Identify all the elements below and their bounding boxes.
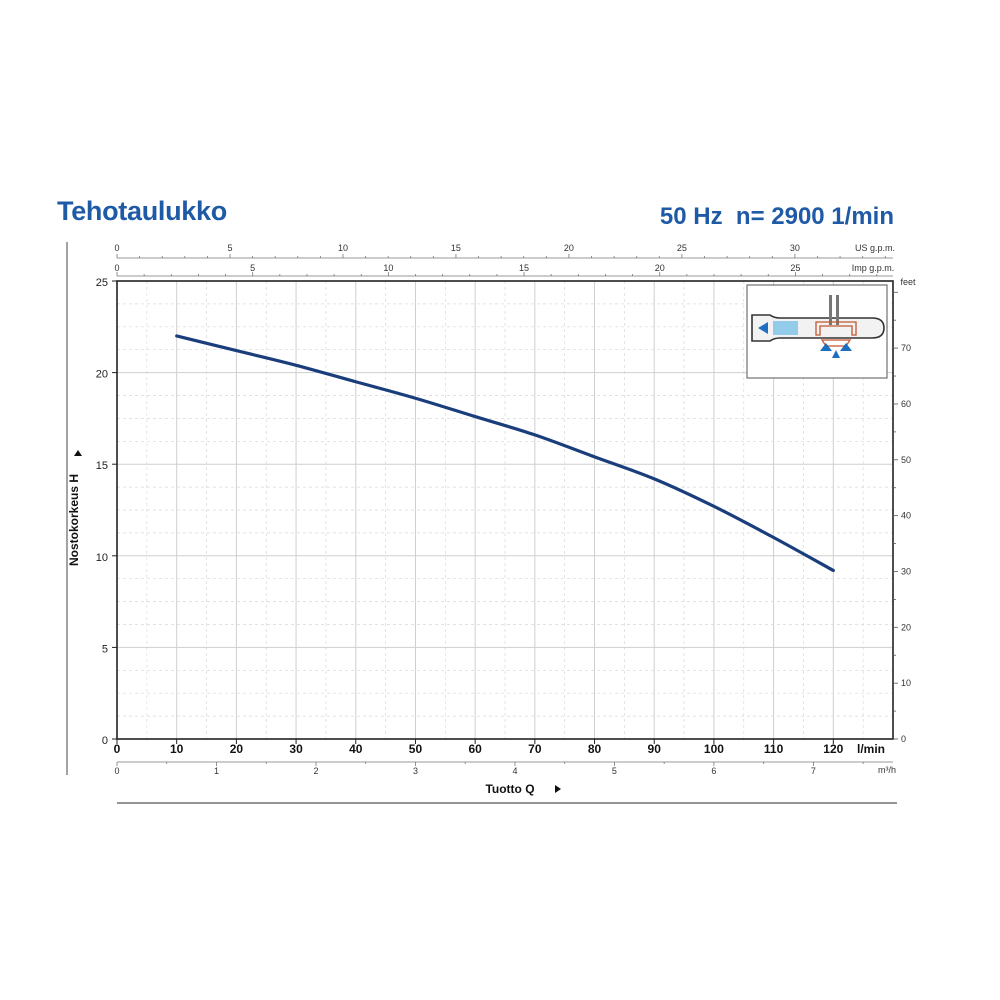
x-tick-label: 110 bbox=[764, 742, 784, 756]
feet-tick-label: 40 bbox=[901, 511, 911, 521]
m3h-tick-label: 2 bbox=[313, 766, 318, 776]
feet-tick-label: 10 bbox=[901, 678, 911, 688]
series-line-0 bbox=[175, 334, 835, 573]
x-tick-label: 90 bbox=[648, 742, 662, 756]
m3h-tick-label: 6 bbox=[711, 766, 716, 776]
feet-tick-label: 30 bbox=[901, 566, 911, 576]
feet-tick-label: 70 bbox=[901, 343, 911, 353]
m3h-tick-label: 3 bbox=[413, 766, 418, 776]
feet-tick-label: 0 bbox=[901, 734, 906, 744]
imp-gpm-tick-label: 5 bbox=[250, 263, 255, 273]
imp-gpm-unit-label: Imp g.p.m. bbox=[852, 263, 895, 273]
imp-gpm-tick-label: 0 bbox=[114, 263, 119, 273]
us-gpm-tick-label: 20 bbox=[564, 243, 574, 253]
y-tick-label: 15 bbox=[96, 460, 108, 472]
feet-tick-label: 50 bbox=[901, 455, 911, 465]
x-tick-label: 40 bbox=[349, 742, 363, 756]
us-gpm-tick-label: 10 bbox=[338, 243, 348, 253]
chart-title: Tehotaulukko bbox=[57, 196, 227, 226]
chart-subtitle: 50 Hz n= 2900 1/min bbox=[659, 203, 894, 230]
us-gpm-tick-label: 15 bbox=[451, 243, 461, 253]
x-tick-label: 70 bbox=[528, 742, 542, 756]
imp-gpm-tick-label: 20 bbox=[655, 263, 665, 273]
feet-unit-label: feet bbox=[900, 277, 916, 287]
feet-tick-label: 60 bbox=[901, 399, 911, 409]
x-tick-label: 80 bbox=[588, 742, 602, 756]
x-tick-label: 0 bbox=[114, 742, 121, 756]
us-gpm-tick-label: 30 bbox=[790, 243, 800, 253]
m3h-tick-label: 5 bbox=[612, 766, 617, 776]
imp-gpm-tick-label: 15 bbox=[519, 263, 529, 273]
m3h-tick-label: 0 bbox=[114, 766, 119, 776]
x-tick-label: 50 bbox=[409, 742, 423, 756]
x-axis-arrow-icon bbox=[555, 785, 561, 793]
imp-gpm-tick-label: 25 bbox=[790, 263, 800, 273]
y-tick-label: 10 bbox=[96, 552, 108, 564]
y-axis-arrow-icon bbox=[74, 450, 82, 456]
x-unit-label: l/min bbox=[857, 742, 885, 756]
x-axis-label: Tuotto Q bbox=[485, 782, 534, 796]
us-gpm-tick-label: 5 bbox=[227, 243, 232, 253]
imp-gpm-tick-label: 10 bbox=[383, 263, 393, 273]
m3h-tick-label: 1 bbox=[214, 766, 219, 776]
feet-tick-label: 20 bbox=[901, 622, 911, 632]
y-tick-label: 5 bbox=[102, 643, 108, 655]
x-tick-label: 120 bbox=[823, 742, 843, 756]
m3h-tick-label: 4 bbox=[512, 766, 517, 776]
y-tick-label: 25 bbox=[96, 277, 108, 289]
us-gpm-tick-label: 0 bbox=[114, 243, 119, 253]
y-tick-label: 0 bbox=[102, 735, 108, 747]
y-axis-label: Nostokorkeus H bbox=[67, 474, 81, 566]
x-tick-label: 100 bbox=[704, 742, 724, 756]
x-tick-label: 60 bbox=[468, 742, 482, 756]
x-tick-label: 20 bbox=[230, 742, 244, 756]
m3h-tick-label: 7 bbox=[811, 766, 816, 776]
us-gpm-tick-label: 25 bbox=[677, 243, 687, 253]
us-gpm-unit-label: US g.p.m. bbox=[855, 243, 895, 253]
y-tick-label: 20 bbox=[96, 369, 108, 381]
pump-schematic-icon bbox=[746, 284, 888, 379]
m3h-unit-label: m³/h bbox=[878, 765, 896, 775]
plot-frame bbox=[116, 280, 894, 740]
series bbox=[175, 334, 835, 573]
x-tick-label: 30 bbox=[289, 742, 303, 756]
x-tick-label: 10 bbox=[170, 742, 184, 756]
